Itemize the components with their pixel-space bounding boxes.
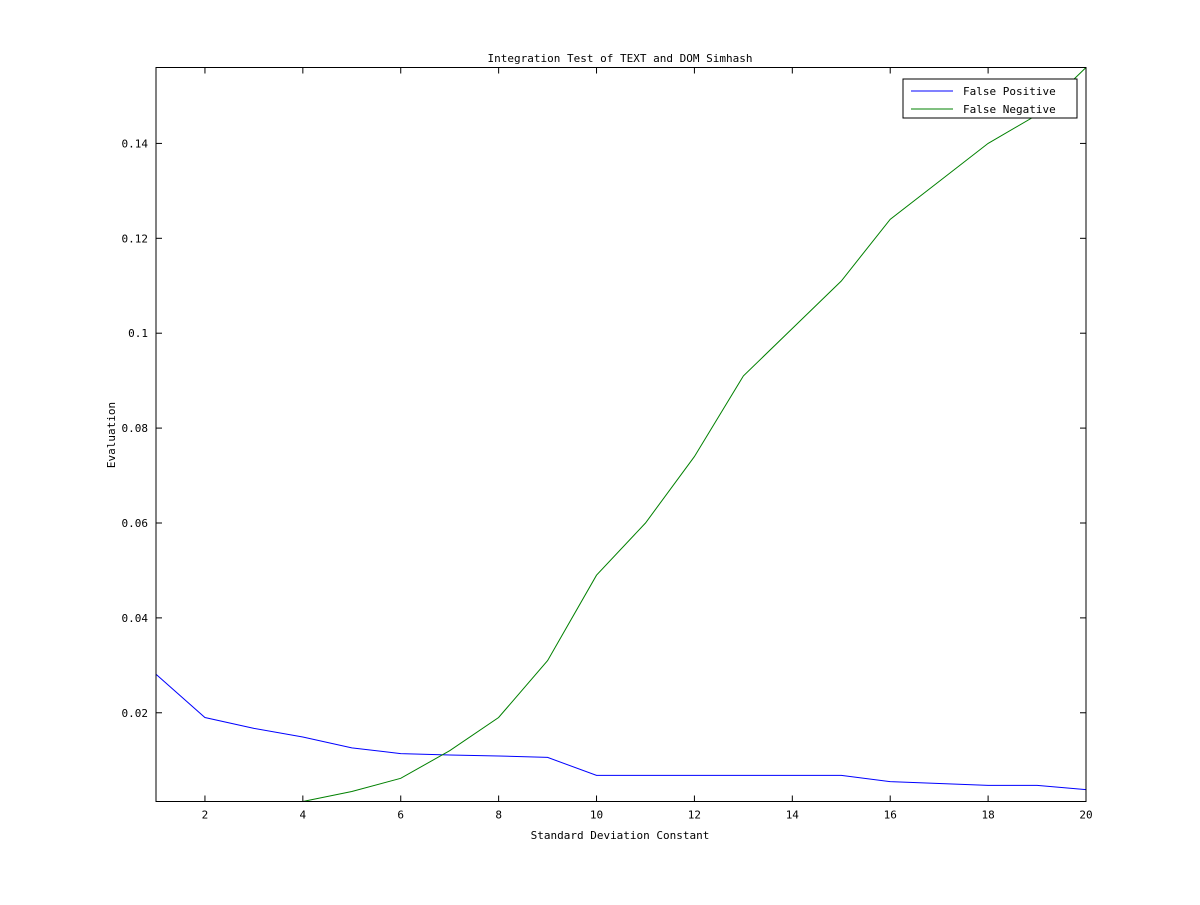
y-axis-label: Evaluation <box>105 402 118 468</box>
x-tick-label: 14 <box>786 809 800 822</box>
y-tick-label: 0.04 <box>122 612 149 625</box>
series-line-false-positive <box>155 673 1087 791</box>
x-tick-label: 18 <box>981 809 994 822</box>
plot-frame <box>155 67 1087 802</box>
x-tick-label: 20 <box>1079 809 1092 822</box>
x-tick-label: 12 <box>688 809 701 822</box>
x-tick-label: 8 <box>495 809 502 822</box>
legend: False Positive False Negative <box>902 78 1078 119</box>
y-tick-label: 0.14 <box>122 137 149 150</box>
x-tick-label: 2 <box>202 809 209 822</box>
legend-box <box>902 78 1078 119</box>
y-tick-label: 0.08 <box>122 422 149 435</box>
legend-label: False Negative <box>963 103 1056 116</box>
legend-label: False Positive <box>963 85 1056 98</box>
x-tick-label: 16 <box>884 809 897 822</box>
y-tick-label: 0.02 <box>122 707 149 720</box>
series-line-false-negative <box>302 67 1087 802</box>
y-tick-label: 0.06 <box>122 517 149 530</box>
x-tick-label: 10 <box>590 809 603 822</box>
x-tick-label: 6 <box>397 809 404 822</box>
chart-title: Integration Test of TEXT and DOM Simhash <box>488 52 753 65</box>
x-tick-label: 4 <box>300 809 307 822</box>
y-tick-label: 0.1 <box>128 327 148 340</box>
x-axis-label: Standard Deviation Constant <box>531 829 710 842</box>
y-tick-label: 0.12 <box>122 232 149 245</box>
